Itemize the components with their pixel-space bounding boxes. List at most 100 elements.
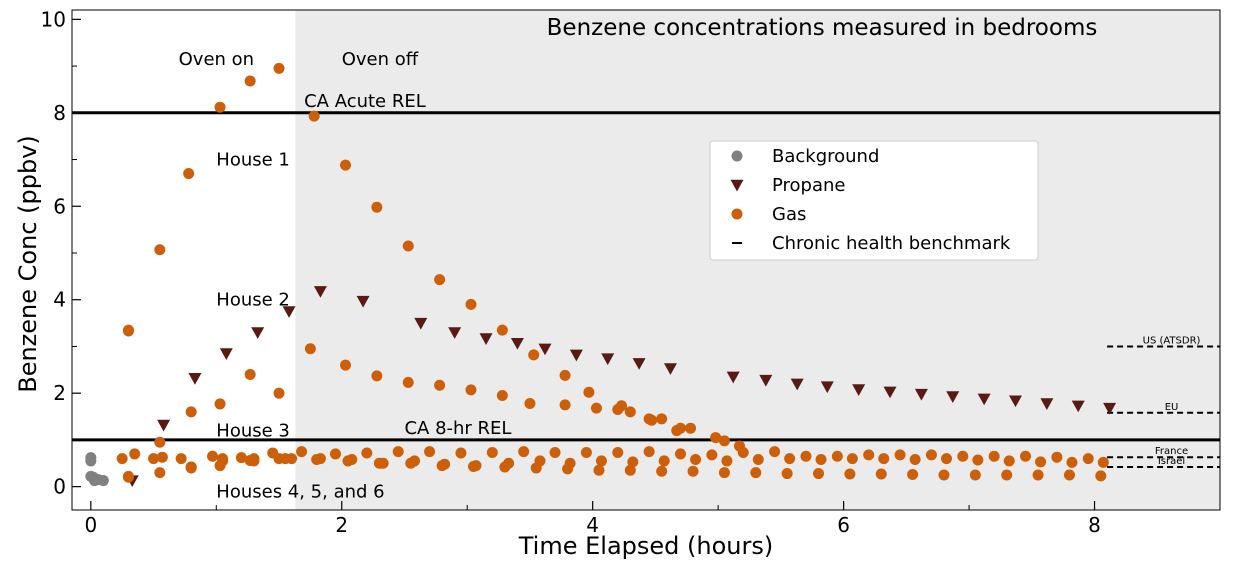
gas-point [156, 451, 168, 463]
gas-point [831, 450, 843, 462]
gas-point [656, 465, 668, 477]
gas-point [624, 464, 636, 476]
propane-point [632, 358, 646, 370]
propane-point [601, 353, 615, 366]
gas-point [687, 465, 699, 477]
gas-point [894, 449, 906, 461]
gas-point [340, 359, 352, 371]
propane-point [414, 317, 428, 330]
gas-point [1020, 450, 1032, 462]
background-point [89, 475, 101, 487]
legend: Background Propane Gas Chronic health bench… [709, 140, 1039, 261]
y-tick-label: 6 [53, 194, 66, 218]
gas-point [214, 398, 226, 410]
propane-point [251, 327, 265, 339]
annotation-label: House 1 [216, 150, 290, 171]
propane-point [790, 378, 804, 391]
gas-point [524, 397, 536, 409]
propane-point [1071, 400, 1085, 413]
background-point [85, 455, 97, 467]
annotation-label: Oven on [179, 49, 254, 70]
gas-point [308, 110, 320, 122]
gas-point [752, 454, 764, 466]
gas-point [643, 413, 655, 425]
gas-point [217, 455, 229, 467]
gas-point [969, 469, 981, 481]
annotation-label: House 2 [216, 290, 290, 311]
propane-point [663, 363, 677, 375]
gas-point [1051, 451, 1063, 463]
gas-point [593, 464, 605, 476]
gas-point [154, 467, 166, 479]
gas-point [675, 448, 687, 460]
gas-point [988, 450, 1000, 462]
gas-point [311, 454, 323, 466]
gas-point [957, 450, 969, 462]
gas-point [465, 298, 477, 310]
gas-point [185, 462, 197, 474]
reference-line-label: CA 8-hr REL [404, 418, 511, 439]
gas-point [685, 422, 697, 434]
propane-point [726, 371, 740, 384]
propane-point [188, 373, 202, 385]
legend-marker-propane [730, 179, 744, 192]
gas-point [800, 450, 812, 462]
propane-point [946, 391, 960, 403]
legend-label: Gas [772, 204, 806, 225]
gas-point [907, 468, 919, 480]
legend-label: Propane [772, 175, 846, 196]
propane-point [448, 327, 462, 339]
gas-point [875, 468, 887, 480]
gas-point [148, 453, 160, 465]
propane-point [157, 419, 171, 432]
gas-point [1035, 456, 1047, 468]
gas-point [1066, 456, 1078, 468]
gas-point [273, 387, 285, 399]
gas-point [1063, 469, 1075, 481]
gas-point [279, 453, 291, 465]
gas-point [938, 469, 950, 481]
gas-point [486, 447, 498, 459]
background-point [97, 475, 109, 487]
annotation-label: House 3 [216, 421, 290, 442]
gas-point [737, 447, 749, 459]
propane-point [313, 286, 327, 298]
propane-point [820, 381, 834, 394]
gas-point [1001, 469, 1013, 481]
gas-point [1082, 453, 1094, 465]
gas-point [154, 244, 166, 256]
propane-point [883, 386, 897, 399]
propane-point [538, 343, 552, 356]
gas-point [373, 457, 385, 469]
x-tick-label: 8 [1088, 513, 1101, 537]
gas-point [595, 455, 607, 467]
gas-point [844, 468, 856, 480]
annotation-label: Houses 4, 5, and 6 [216, 481, 384, 502]
gas-point [122, 324, 134, 336]
gas-point [424, 446, 436, 458]
gas-point [244, 75, 256, 87]
gas-point [721, 455, 733, 467]
gas-point [624, 406, 636, 418]
legend-label: Background [772, 146, 879, 167]
axes: 0 2 4 6 8 0 2 4 6 8 10 [41, 7, 1221, 537]
gas-point [940, 453, 952, 465]
gas-point [273, 62, 285, 74]
gas-point [627, 456, 639, 468]
gas-point [583, 386, 595, 398]
gas-point [706, 449, 718, 461]
benchmark-label: US (ATSDR) [1143, 335, 1201, 346]
propane-point [1008, 395, 1022, 408]
gas-point [267, 447, 279, 459]
y-axis-title: Benzene Conc (ppbv) [14, 135, 42, 393]
y-tick-label: 0 [53, 475, 66, 499]
y-tick-label: 8 [53, 101, 66, 125]
gas-point [863, 449, 875, 461]
gas-point [518, 446, 530, 458]
x-tick-label: 4 [586, 513, 599, 537]
y-tick-label: 4 [53, 288, 66, 312]
gas-point [296, 446, 308, 458]
propane-point [852, 384, 866, 396]
chart-title: Benzene concentrations measured in bedro… [547, 15, 1098, 41]
gas-point [925, 449, 937, 461]
